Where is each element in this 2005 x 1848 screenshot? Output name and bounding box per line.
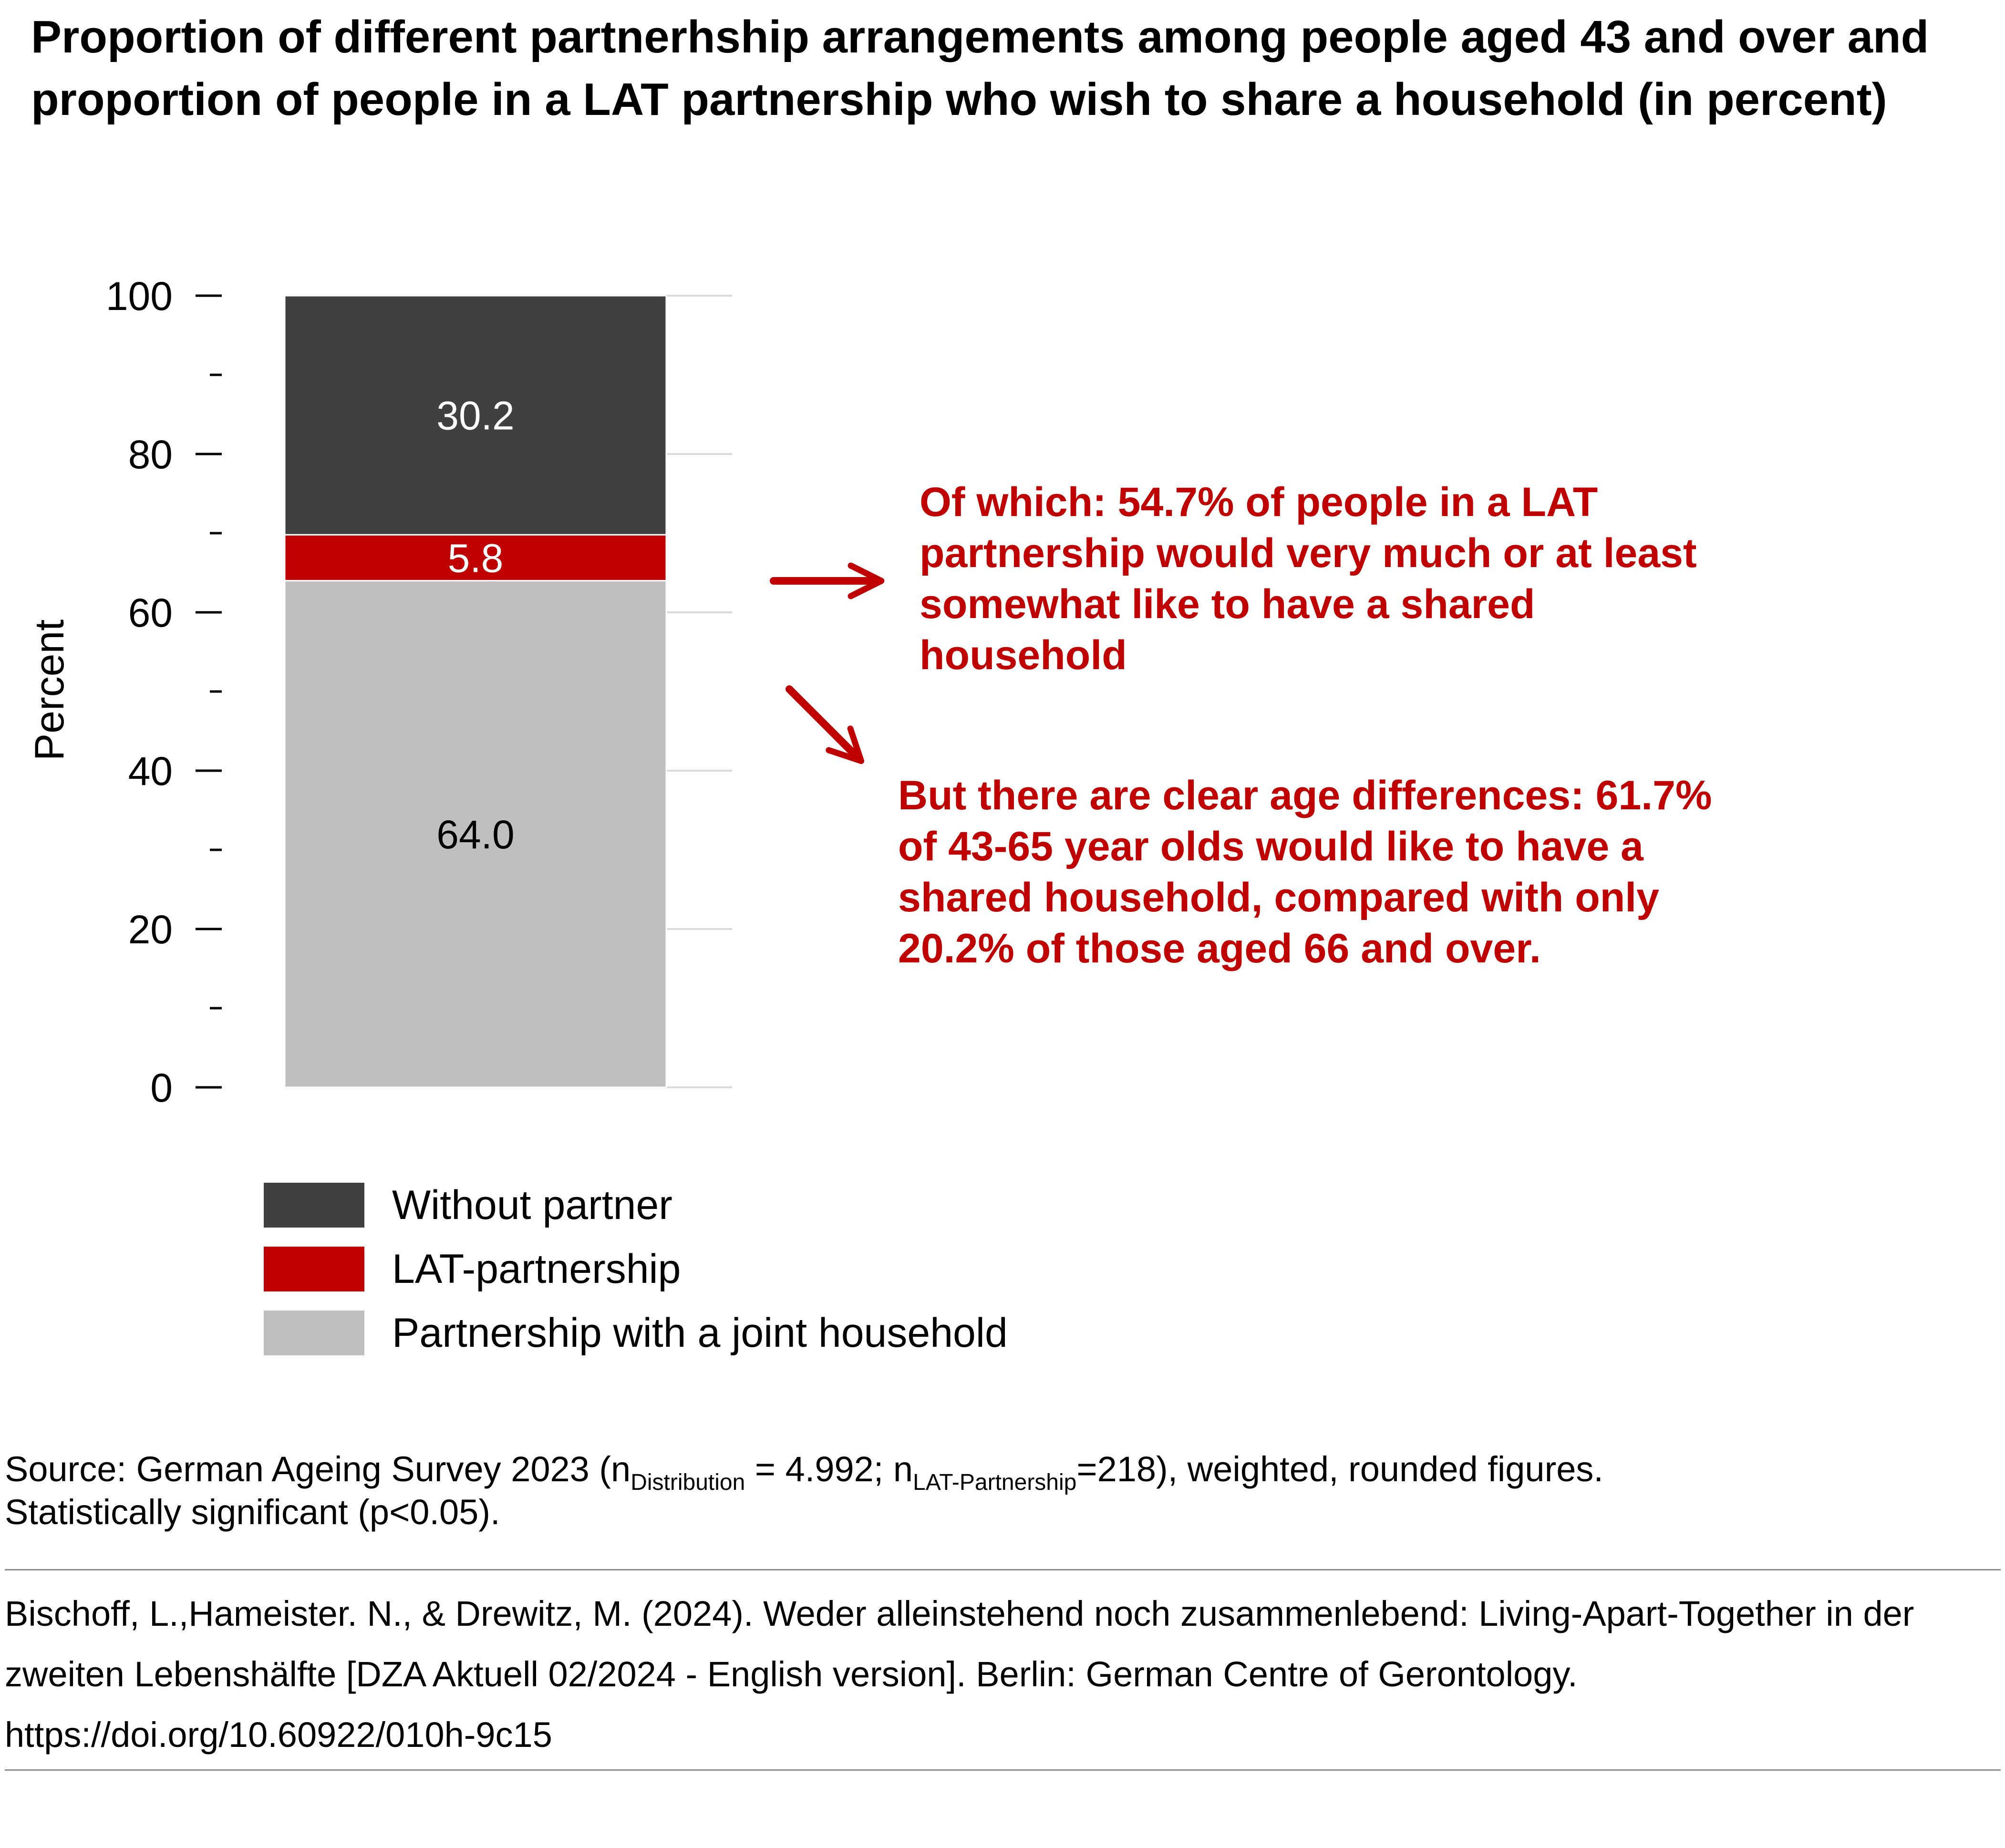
arrow-down-right xyxy=(785,685,865,764)
legend-label-without-partner: Without partner xyxy=(392,1182,672,1228)
annotation-age-differences: But there are clear age differences: 61.… xyxy=(898,773,1712,971)
bar-segment-without-partner xyxy=(284,295,667,536)
legend-item-lat-partnership: LAT-partnership xyxy=(264,1237,1008,1301)
chart-title: Proportion of different partnerhship arr… xyxy=(31,11,1929,125)
annotation-lat-wish: Of which: 54.7% of people in a LAT partn… xyxy=(920,479,1697,678)
stacked-bar-chart: 0 20 40 60 80 100 64.0 5.8 30.2 Percent xyxy=(27,274,885,1110)
y-tick-label: 40 xyxy=(128,749,173,794)
source-line-2: Statistically significant (p<0.05). xyxy=(5,1492,500,1532)
y-tick-label: 100 xyxy=(106,274,173,319)
data-label-lat-partnership: 5.8 xyxy=(448,536,504,580)
legend-swatch-without-partner xyxy=(264,1183,364,1228)
legend-label-joint-household: Partnership with a joint household xyxy=(392,1310,1008,1356)
source-line-1: Source: German Ageing Survey 2023 (nDist… xyxy=(5,1449,1603,1495)
source-note: Source: German Ageing Survey 2023 (nDist… xyxy=(5,1448,1984,1534)
legend-swatch-lat-partnership xyxy=(264,1247,364,1291)
y-axis: 0 20 40 60 80 100 xyxy=(106,274,222,1110)
divider-bottom xyxy=(5,1769,2001,1771)
y-axis-label: Percent xyxy=(27,619,72,761)
y-tick-label: 20 xyxy=(128,907,173,952)
legend-swatch-joint-household xyxy=(264,1311,364,1355)
divider-top xyxy=(5,1569,2001,1570)
bar-segments: 64.0 5.8 30.2 xyxy=(284,295,667,1088)
y-tick-label: 80 xyxy=(128,432,173,477)
y-tick-label: 0 xyxy=(150,1065,173,1110)
legend-item-without-partner: Without partner xyxy=(264,1173,1008,1237)
legend: Without partner LAT-partnership Partners… xyxy=(264,1173,1008,1365)
data-label-partnership-with-a-joint-household: 64.0 xyxy=(436,812,515,857)
y-tick-label: 60 xyxy=(128,590,173,635)
legend-label-lat-partnership: LAT-partnership xyxy=(392,1246,681,1292)
citation: Bischoff, L.,Hameister. N., & Drewitz, M… xyxy=(5,1594,1914,1755)
legend-item-joint-household: Partnership with a joint household xyxy=(264,1301,1008,1365)
data-label-without-partner: 30.2 xyxy=(436,393,515,438)
